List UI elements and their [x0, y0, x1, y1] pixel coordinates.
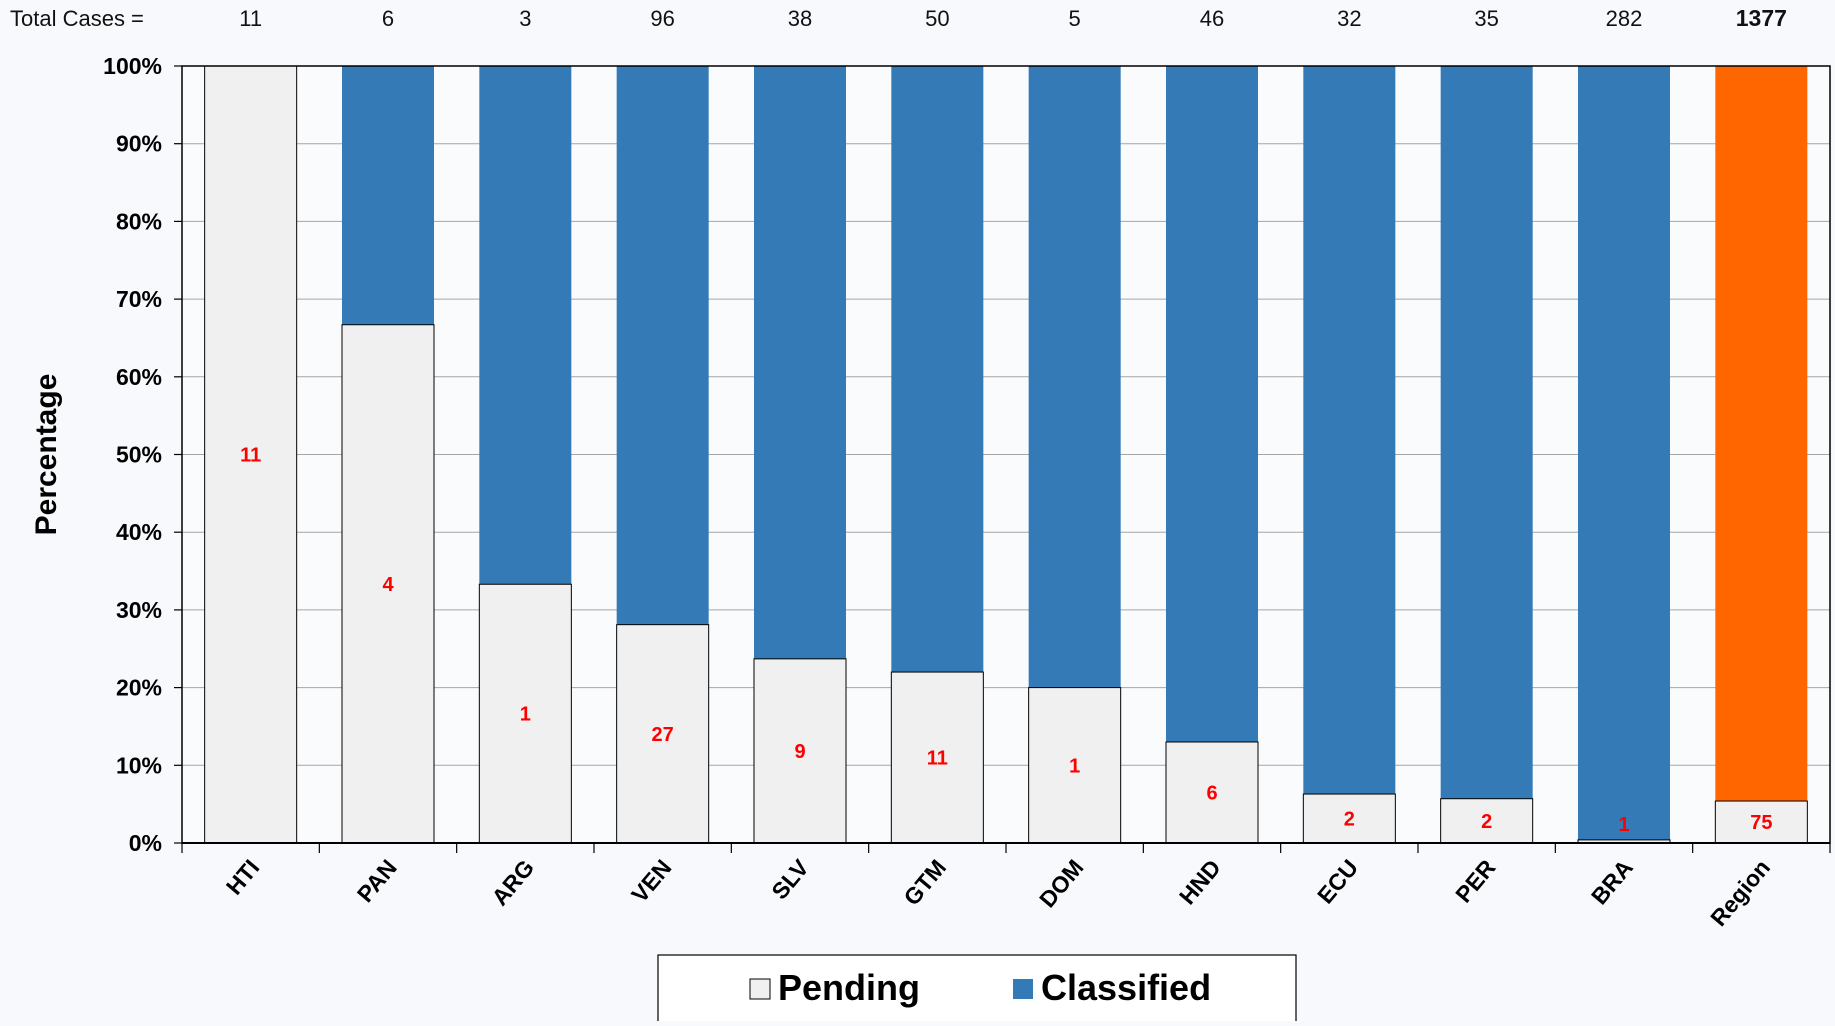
y-axis-label: Percentage [30, 374, 63, 536]
total-cases-row: 11 6 3 96 38 50 5 46 32 35 282 1377 Total Cases = [10, 5, 1787, 31]
x-tick-label-bra: BRA [1586, 855, 1638, 910]
total-cases-bra: 282 [1606, 6, 1643, 31]
data-label-per: 2 [1481, 811, 1492, 833]
total-cases-dom: 5 [1069, 6, 1081, 31]
bar-pending-hti [204, 65, 298, 844]
x-tick-label-ven: VEN [626, 855, 676, 908]
total-cases-hti: 11 [239, 6, 262, 31]
data-label-region: 75 [1750, 812, 1772, 834]
bar-classified-gtm [891, 66, 984, 673]
x-tick-labels: HTI PAN ARG VEN SLV GTM DOM HND ECU PER BRA Region [221, 854, 1775, 931]
y-tick-label: 0% [129, 830, 162, 856]
legend-label-classified: Classified [1041, 967, 1211, 1008]
bar-classified-ven [616, 66, 709, 625]
total-cases-gtm: 50 [925, 6, 949, 31]
total-cases-label: Total Cases = [10, 6, 144, 31]
bar-pending-per [1440, 798, 1534, 844]
data-label-slv: 9 [794, 741, 805, 763]
axes [174, 65, 1831, 853]
bar-pending-ecu [1302, 793, 1396, 844]
bar-classified-region [1715, 66, 1808, 802]
data-label-pan: 4 [382, 574, 394, 596]
data-label-hti: 11 [240, 445, 261, 467]
bar-pending-hnd [1165, 741, 1259, 844]
y-tick-label: 40% [116, 519, 162, 545]
total-cases-slv: 38 [788, 6, 812, 31]
total-cases-per: 35 [1474, 6, 1498, 31]
legend-swatch-classified [1013, 979, 1033, 999]
data-label-arg: 1 [520, 704, 531, 726]
data-label-gtm: 11 [927, 748, 948, 770]
y-tick-label: 30% [116, 597, 162, 623]
total-cases-pan: 6 [382, 6, 394, 31]
total-cases-ven: 96 [650, 6, 674, 31]
x-tick-label-per: PER [1450, 854, 1501, 907]
data-label-hnd: 6 [1206, 782, 1217, 804]
data-label-ven: 27 [652, 724, 674, 746]
bar-classified-arg [479, 66, 572, 585]
bar-classified-dom [1028, 66, 1121, 688]
x-tick-label-hnd: HND [1174, 855, 1226, 910]
bar-pending-region [1714, 800, 1808, 844]
legend-label-pending: Pending [778, 967, 920, 1008]
bar-classified-per [1440, 66, 1533, 799]
bar-classified-pan [341, 66, 435, 325]
x-tick-label-dom: DOM [1034, 855, 1088, 913]
y-tick-labels: 0% 10% 20% 30% 40% 50% 60% 70% 80% 90% 100% [103, 53, 162, 856]
bar-classified-ecu [1303, 66, 1396, 795]
x-tick-label-slv: SLV [766, 854, 814, 904]
y-tick-label: 50% [116, 442, 162, 468]
bar-pending-dom [1028, 687, 1122, 844]
y-tick-label: 100% [103, 53, 162, 79]
x-tick-label-region: Region [1705, 855, 1775, 931]
legend-swatch-pending [749, 978, 771, 1000]
bar-classified-bra [1577, 66, 1671, 840]
data-label-ecu: 2 [1344, 809, 1355, 831]
x-tick-label-pan: PAN [352, 855, 402, 908]
legend: Pending Classified [657, 954, 1297, 1026]
bars [204, 65, 1808, 844]
bar-pending-gtm [890, 671, 984, 844]
x-tick-label-hti: HTI [221, 855, 265, 900]
bar-pending-ven [616, 624, 710, 844]
data-label-bra: 1 [1618, 814, 1629, 836]
bar-pending-arg [478, 583, 572, 844]
total-cases-ecu: 32 [1337, 6, 1361, 31]
y-tick-label: 90% [116, 131, 162, 157]
x-tick-label-gtm: GTM [898, 855, 951, 911]
bar-classified-hnd [1165, 66, 1259, 742]
y-tick-label: 80% [116, 208, 162, 234]
x-tick-label-ecu: ECU [1312, 855, 1363, 909]
y-tick-label: 70% [116, 286, 162, 312]
y-tick-label: 20% [116, 675, 162, 701]
x-tick-label-arg: ARG [486, 855, 539, 911]
bar-pending-slv [753, 658, 847, 844]
y-tick-label: 10% [116, 752, 162, 778]
total-cases-region: 1377 [1736, 5, 1787, 31]
bar-classified-slv [753, 66, 847, 659]
y-tick-label: 60% [116, 364, 162, 390]
total-cases-hnd: 46 [1200, 6, 1224, 31]
data-label-dom: 1 [1069, 755, 1080, 777]
total-cases-arg: 3 [519, 6, 531, 31]
